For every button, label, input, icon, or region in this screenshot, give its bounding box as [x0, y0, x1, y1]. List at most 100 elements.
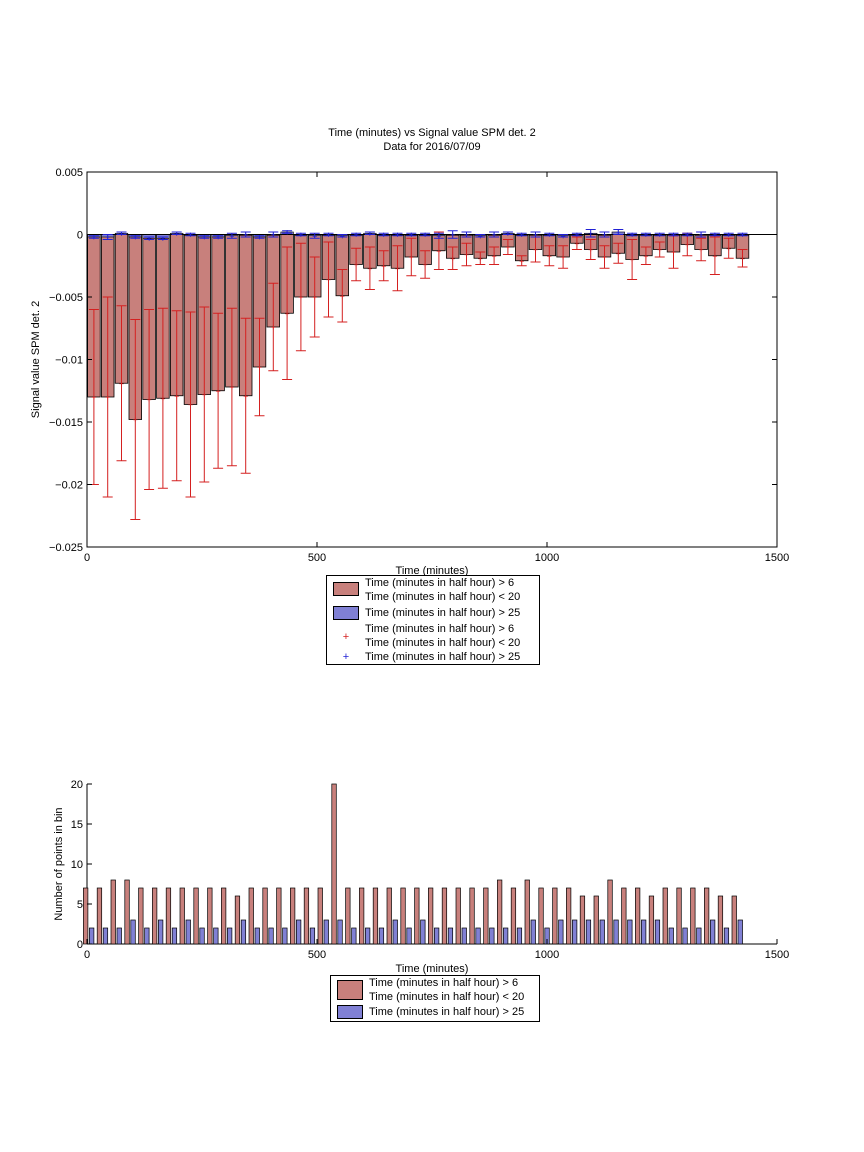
blue-count-bar — [627, 919, 633, 945]
red-count-bar — [731, 895, 737, 945]
y-tick-label: 0 — [77, 230, 83, 242]
red-point: + — [588, 245, 593, 255]
blue-count-bar — [641, 919, 647, 945]
red-point: + — [698, 245, 703, 255]
legend-label: Time (minutes in half hour) > 6 — [365, 623, 515, 635]
blue-point: + — [133, 233, 138, 243]
red-count-bar — [510, 887, 517, 945]
red-point: + — [491, 251, 496, 261]
red-point: + — [340, 291, 345, 301]
red-count-bar — [676, 887, 682, 945]
blue-point: + — [505, 229, 510, 239]
red-count-bar — [704, 887, 710, 945]
red-point: + — [188, 400, 193, 410]
blue-point: + — [422, 230, 427, 240]
blue-count-bar — [461, 927, 467, 945]
signal-chart: + + + + + + + + + + + + + + + + + + + + + + + + + + + + + + + + + + + + + + + +… — [30, 167, 789, 577]
y-tick-label: −0.02 — [55, 480, 83, 492]
blue-point: + — [560, 231, 565, 241]
y-tick-label: 20 — [71, 779, 83, 791]
blue-point: + — [629, 230, 634, 240]
blue-point: + — [464, 230, 469, 240]
red-count-bar — [96, 887, 103, 945]
blue-count-bar — [447, 927, 454, 945]
blue-point: + — [298, 230, 303, 240]
blue-point: + — [381, 230, 386, 240]
red-count-bar — [469, 887, 475, 945]
blue-point: + — [685, 230, 690, 240]
red-point: + — [519, 256, 524, 266]
y-tick-label: 0.005 — [55, 167, 83, 179]
x-tick-label: 1500 — [765, 552, 789, 564]
red-count-bar — [207, 887, 213, 945]
red-count-bar — [262, 887, 268, 945]
red-count-bar — [165, 887, 172, 945]
count-chart: 0 500 1000 1500 0 5 10 15 20 Time (minutes) Number… — [53, 779, 789, 975]
red-point: + — [685, 240, 690, 250]
red-count-bar — [124, 879, 130, 945]
blue-count-bar — [144, 927, 150, 945]
red-count-bar — [428, 887, 434, 945]
legend-swatch-red — [337, 980, 363, 1000]
blue-count-bar — [420, 919, 426, 945]
blue-point: + — [409, 230, 414, 240]
blue-count-bar — [572, 919, 578, 945]
red-count-bar — [276, 887, 282, 945]
blue-count-bar — [199, 927, 205, 945]
y-tick-label: 10 — [71, 859, 83, 871]
y-axis-label: Number of points in bin — [53, 807, 65, 920]
legend-item: + Time (minutes in half hour) > 6 Time (… — [327, 622, 539, 650]
blue-point: + — [160, 234, 165, 244]
red-point: + — [547, 251, 552, 261]
blue-point: + — [367, 229, 372, 239]
blue-count-bar — [268, 927, 274, 945]
red-count-bar — [552, 887, 558, 945]
legend-item: Time (minutes in half hour) > 25 — [327, 604, 539, 622]
blue-point: + — [353, 230, 358, 240]
y-tick-label: 5 — [77, 899, 83, 911]
legend-label: Time (minutes in half hour) > 25 — [369, 1006, 525, 1018]
blue-point: + — [657, 230, 662, 240]
red-point: + — [560, 253, 565, 263]
blue-count-bar — [185, 919, 191, 945]
red-point: + — [243, 391, 248, 401]
blue-point: + — [436, 231, 441, 241]
blue-point: + — [105, 233, 110, 243]
red-point: + — [353, 260, 358, 270]
x-tick-label: 1500 — [765, 949, 789, 961]
blue-point: + — [478, 231, 483, 241]
red-point: + — [381, 261, 386, 271]
red-count-bar — [234, 895, 241, 945]
blue-point: + — [574, 230, 579, 240]
red-point: + — [657, 245, 662, 255]
legend-swatch-blue — [337, 1005, 363, 1019]
red-point: + — [436, 246, 441, 256]
x-tick-label: 0 — [84, 949, 90, 961]
red-point: + — [271, 323, 276, 333]
red-count-bar — [400, 887, 406, 945]
red-point: + — [450, 254, 455, 264]
chart-title-line1: Time (minutes) vs Signal value SPM det. … — [328, 127, 535, 139]
blue-point: + — [146, 234, 151, 244]
red-count-bar — [331, 783, 337, 945]
blue-point: + — [271, 230, 276, 240]
red-point: + — [726, 244, 731, 254]
blue-point: + — [243, 230, 248, 240]
red-count-bar — [635, 887, 641, 945]
legend-label: Time (minutes in half hour) > 6 — [369, 977, 519, 989]
blue-count-bar — [102, 927, 109, 945]
red-point: + — [671, 248, 676, 258]
blue-point: + — [326, 230, 331, 240]
legend-label: Time (minutes in half hour) < 20 — [365, 637, 521, 649]
y-tick-label: 15 — [71, 819, 83, 831]
red-point: + — [712, 251, 717, 261]
legend-item: Time (minutes in half hour) > 6 Time (mi… — [331, 976, 539, 1004]
legend-item: Time (minutes in half hour) > 25 — [331, 1004, 539, 1020]
legend-swatch-red — [333, 582, 359, 596]
red-point: + — [133, 415, 138, 425]
blue-point: + — [547, 230, 552, 240]
red-count-bar — [372, 887, 379, 945]
red-count-bar — [317, 887, 323, 945]
blue-count-bar — [682, 927, 688, 945]
red-point: + — [629, 255, 634, 265]
